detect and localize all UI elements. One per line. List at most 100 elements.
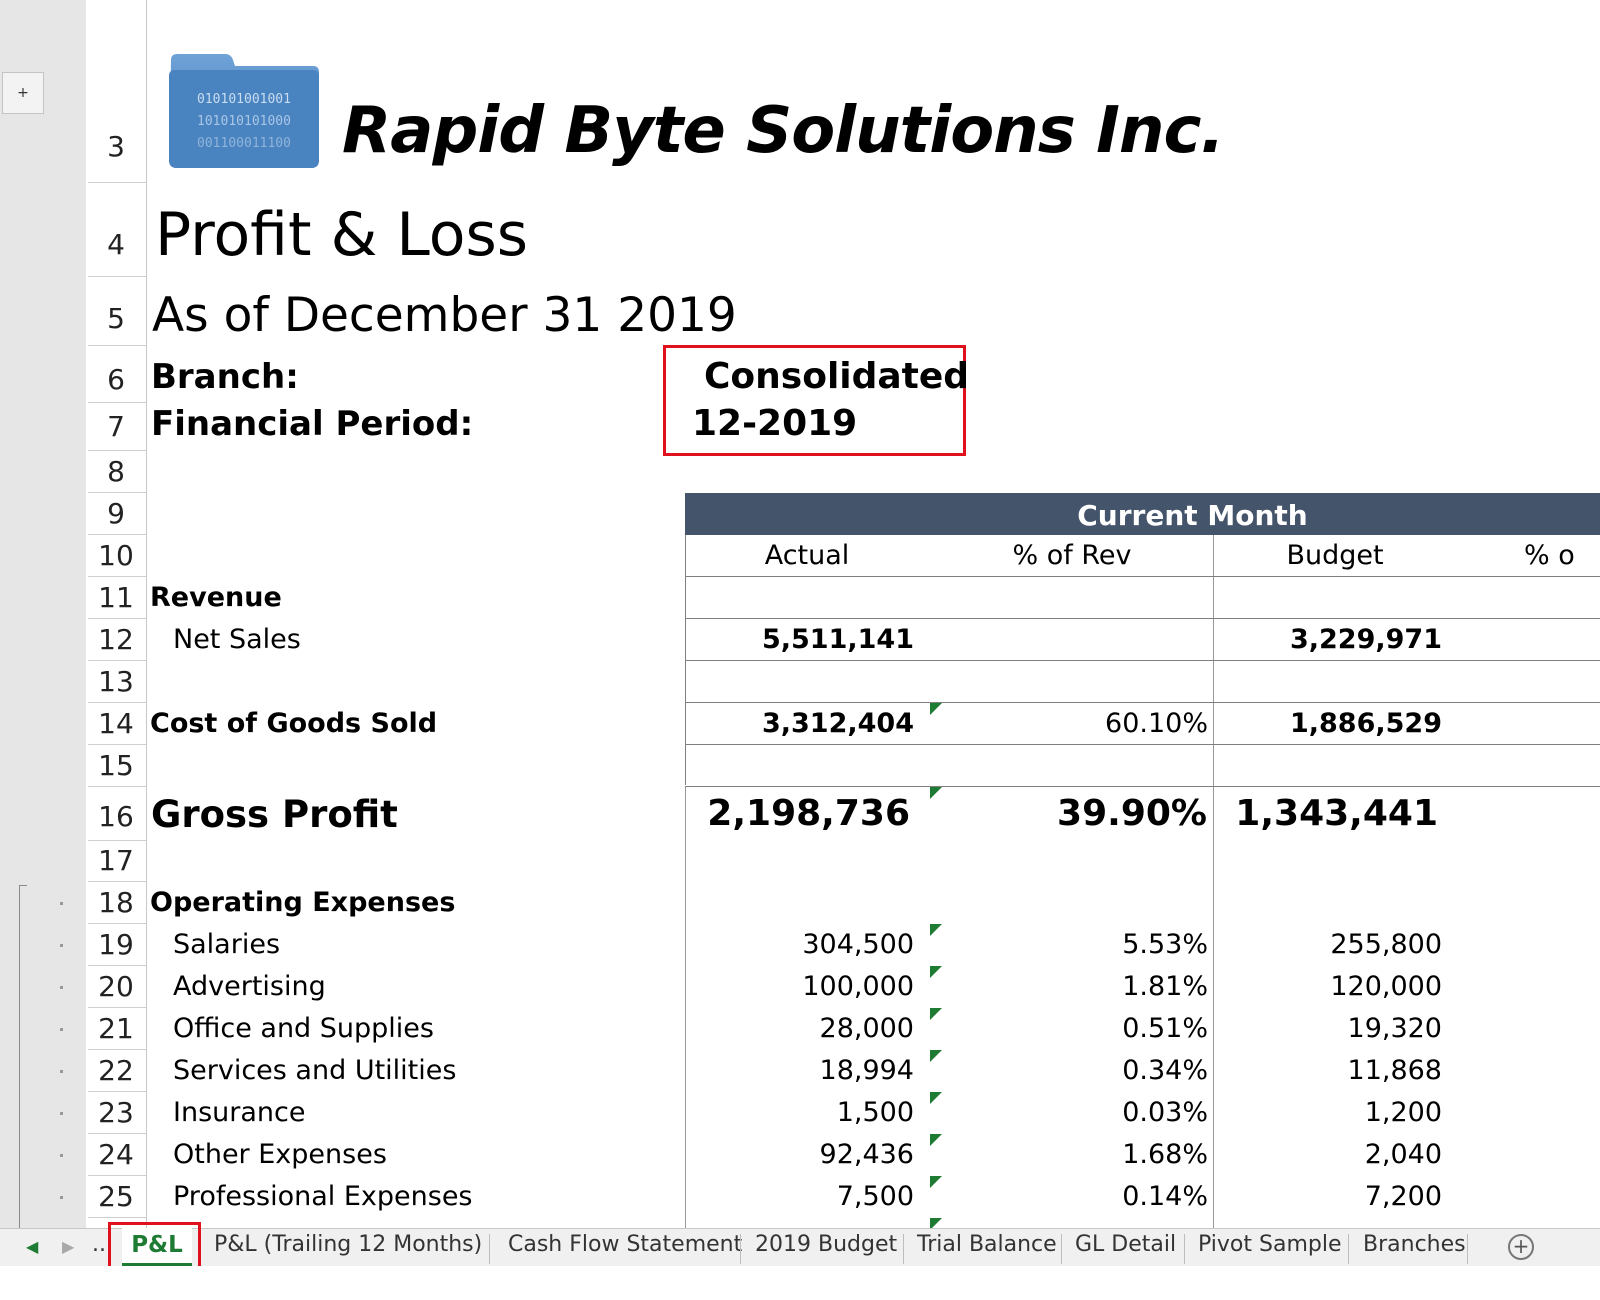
expense-budget[interactable]: 2,040 [1364, 1139, 1442, 1170]
row-number[interactable]: 21 [98, 1012, 134, 1045]
tab-trial-balance[interactable]: Trial Balance [917, 1232, 1057, 1257]
row-number[interactable]: 22 [98, 1054, 134, 1087]
expense-pct-of-rev[interactable]: 0.51% [1122, 1013, 1208, 1044]
outline-dot [60, 902, 63, 905]
row-number[interactable]: 4 [107, 228, 125, 261]
expense-actual[interactable]: 1,500 [836, 1097, 914, 1128]
error-indicator-icon[interactable] [930, 1050, 942, 1062]
row-number[interactable]: 5 [107, 302, 125, 335]
row-number[interactable]: 14 [98, 707, 134, 740]
row-number[interactable]: 19 [98, 928, 134, 961]
error-indicator-icon[interactable] [930, 787, 942, 799]
tab-separator [489, 1234, 490, 1264]
outline-group-line [19, 885, 20, 1257]
expense-actual[interactable]: 100,000 [802, 971, 914, 1002]
row-number[interactable]: 23 [98, 1096, 134, 1129]
tab-separator [740, 1234, 741, 1264]
outline-dot [60, 1154, 63, 1157]
expense-pct-of-rev[interactable]: 0.34% [1122, 1055, 1208, 1086]
error-indicator-icon[interactable] [930, 703, 942, 715]
row-divider [88, 1007, 146, 1008]
net-sales-budget[interactable]: 3,229,971 [1289, 624, 1442, 655]
expense-budget[interactable]: 19,320 [1347, 1013, 1442, 1044]
expense-pct-of-rev[interactable]: 0.03% [1122, 1097, 1208, 1128]
error-indicator-icon[interactable] [930, 1008, 942, 1020]
row-number[interactable]: 18 [98, 886, 134, 919]
row-number[interactable]: 20 [98, 970, 134, 1003]
row-number[interactable]: 10 [98, 539, 134, 572]
logo-binary-line: 010101001001 [197, 92, 291, 107]
cogs-budget[interactable]: 1,886,529 [1289, 708, 1442, 739]
row-number[interactable]: 24 [98, 1138, 134, 1171]
expense-budget[interactable]: 255,800 [1330, 929, 1442, 960]
error-indicator-icon[interactable] [930, 1092, 942, 1104]
row-divider [88, 965, 146, 966]
row-number[interactable]: 9 [107, 497, 125, 530]
expense-actual[interactable]: 304,500 [802, 929, 914, 960]
expense-actual[interactable]: 7,500 [836, 1181, 914, 1212]
row-header-column [86, 0, 147, 1257]
expense-actual[interactable]: 18,994 [819, 1055, 914, 1086]
expense-pct-of-rev[interactable]: 0.14% [1122, 1181, 1208, 1212]
expense-pct-of-rev[interactable]: 1.81% [1122, 971, 1208, 1002]
grid-line [685, 786, 686, 1229]
error-indicator-icon[interactable] [930, 1134, 942, 1146]
tab-more-button[interactable]: ... [92, 1232, 113, 1257]
gross-profit-pct-of-rev[interactable]: 39.90% [1057, 793, 1207, 834]
company-name: Rapid Byte Solutions Inc. [342, 94, 1225, 168]
tab-gl-detail[interactable]: GL Detail [1075, 1232, 1177, 1257]
net-sales-actual[interactable]: 5,511,141 [761, 624, 914, 655]
row-divider [88, 1133, 146, 1134]
row-number[interactable]: 12 [98, 623, 134, 656]
row-divider [88, 881, 146, 882]
expense-budget[interactable]: 7,200 [1364, 1181, 1442, 1212]
report-date: As of December 31 2019 [152, 288, 737, 343]
row-number[interactable]: 15 [98, 749, 134, 782]
expense-actual[interactable]: 28,000 [819, 1013, 914, 1044]
row-number[interactable]: 6 [107, 363, 125, 396]
branch-value[interactable]: Consolidated [704, 356, 970, 397]
row-number[interactable]: 3 [107, 130, 125, 163]
row-number[interactable]: 13 [98, 665, 134, 698]
outline-expand-button[interactable]: + [2, 72, 44, 114]
outline-gutter [0, 0, 86, 1257]
row-divider [88, 618, 146, 619]
expense-budget[interactable]: 1,200 [1364, 1097, 1442, 1128]
tab-scroll-left-icon[interactable]: ◀ [26, 1237, 39, 1256]
row-number[interactable]: 17 [98, 844, 134, 877]
expense-pct-of-rev[interactable]: 5.53% [1122, 929, 1208, 960]
row-divider [88, 576, 146, 577]
tab-2019-budget[interactable]: 2019 Budget [755, 1232, 898, 1257]
expense-budget[interactable]: 120,000 [1330, 971, 1442, 1002]
error-indicator-icon[interactable] [930, 1218, 942, 1230]
gross-profit-actual[interactable]: 2,198,736 [707, 793, 910, 834]
col-header-actual: Actual [764, 540, 850, 571]
tab-pl-trailing-12-months[interactable]: P&L (Trailing 12 Months) [214, 1232, 483, 1257]
grid-line [685, 618, 1600, 619]
expense-budget[interactable]: 11,868 [1347, 1055, 1442, 1086]
cogs-actual[interactable]: 3,312,404 [761, 708, 914, 739]
row-number[interactable]: 11 [98, 581, 134, 614]
col-header-budget: Budget [1286, 540, 1384, 571]
current-month-header: Current Month [1077, 499, 1308, 532]
tab-pl-label[interactable]: P&L [131, 1232, 183, 1258]
row-number[interactable]: 16 [98, 800, 134, 833]
error-indicator-icon[interactable] [930, 966, 942, 978]
tab-pl-active[interactable] [122, 1228, 192, 1266]
expense-pct-of-rev[interactable]: 1.68% [1122, 1139, 1208, 1170]
tab-scroll-right-icon[interactable]: ▶ [62, 1237, 75, 1256]
expense-actual[interactable]: 92,436 [819, 1139, 914, 1170]
expense-label: Other Expenses [173, 1139, 387, 1170]
row-number[interactable]: 7 [107, 410, 125, 443]
error-indicator-icon[interactable] [930, 924, 942, 936]
cogs-pct-of-rev[interactable]: 60.10% [1105, 708, 1208, 739]
tab-pivot-sample[interactable]: Pivot Sample [1198, 1232, 1342, 1257]
row-number[interactable]: 25 [98, 1180, 134, 1213]
row-number[interactable]: 8 [107, 455, 125, 488]
financial-period-value[interactable]: 12-2019 [692, 403, 858, 444]
tab-branches[interactable]: Branches [1363, 1232, 1466, 1257]
add-sheet-icon[interactable]: + [1508, 1234, 1534, 1260]
gross-profit-budget[interactable]: 1,343,441 [1235, 793, 1438, 834]
tab-cash-flow-statement[interactable]: Cash Flow Statement [508, 1232, 743, 1257]
error-indicator-icon[interactable] [930, 1176, 942, 1188]
